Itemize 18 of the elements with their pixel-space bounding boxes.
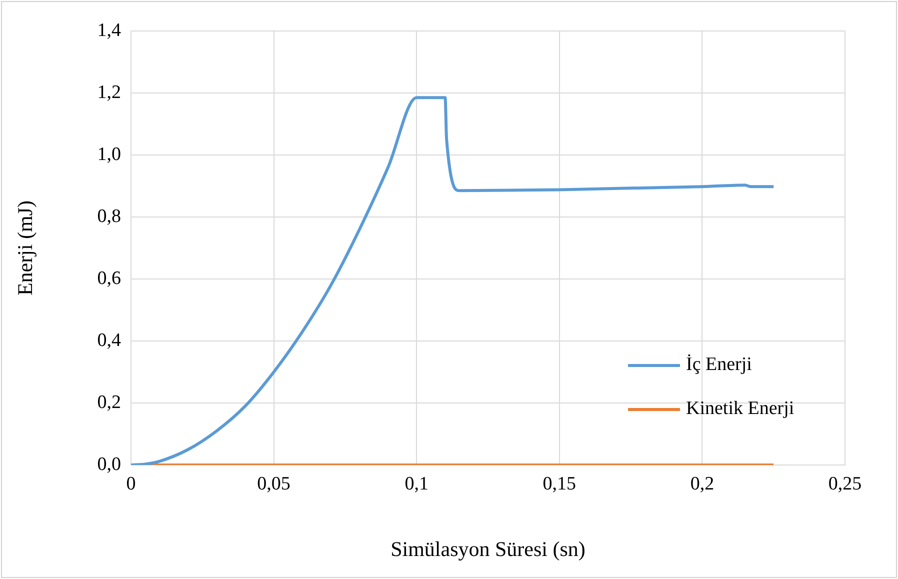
y-tick-label: 0,0 <box>97 454 121 475</box>
y-tick-label: 0,8 <box>97 206 121 227</box>
y-tick-label: 0,4 <box>97 330 122 351</box>
x-tick-label: 0,15 <box>542 473 576 494</box>
x-tick-label: 0,2 <box>690 473 714 494</box>
legend-label: İç Enerji <box>686 354 752 376</box>
x-tick-label: 0,05 <box>257 473 290 494</box>
y-tick-label: 0,2 <box>97 392 121 413</box>
x-tick-label: 0,25 <box>828 473 862 494</box>
y-tick-label: 0,6 <box>97 268 121 289</box>
y-tick-label: 1,2 <box>97 82 121 103</box>
y-axis-title: Enerji (mJ) <box>13 200 38 296</box>
x-axis-title: Simülasyon Süresi (sn) <box>390 536 586 561</box>
y-tick-label: 1,4 <box>97 20 122 41</box>
legend-label: Kinetik Enerji <box>686 398 794 420</box>
x-tick-label: 0 <box>126 473 136 494</box>
x-tick-label: 0,1 <box>404 473 428 494</box>
y-tick-label: 1,0 <box>97 144 121 165</box>
